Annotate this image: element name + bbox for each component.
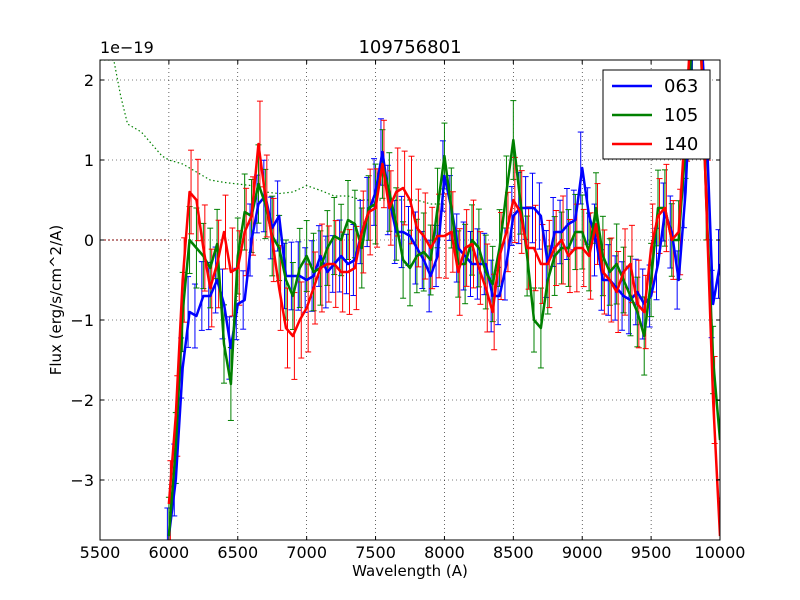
legend-label-140: 140 <box>664 134 698 155</box>
x-tick-label-0: 5500 <box>80 543 121 562</box>
y-tick-label-1: −2 <box>70 391 94 410</box>
y-tick-label-2: −1 <box>70 311 94 330</box>
offset-label: 1e−19 <box>100 38 154 57</box>
x-tick-label-8: 9500 <box>631 543 672 562</box>
legend-label-063: 063 <box>664 76 698 97</box>
x-tick-label-4: 7500 <box>355 543 396 562</box>
x-tick-label-6: 8500 <box>493 543 534 562</box>
y-axis-label: Flux (erg/s/cm^2/A) <box>47 225 65 376</box>
axes-frame <box>99 59 721 541</box>
x-tick-label-3: 7000 <box>286 543 327 562</box>
y-axis: −3 −2 −1 0 1 2 <box>70 71 720 490</box>
chart-title: 109756801 <box>358 37 461 58</box>
series-line-105 <box>167 60 720 537</box>
x-tick-label-7: 9000 <box>562 543 603 562</box>
series-line-063 <box>167 60 720 537</box>
x-tick-label-9: 10000 <box>695 543 746 562</box>
x-axis: 5500 6000 6500 7000 7500 8000 8500 9000 9500 1000… <box>80 60 746 562</box>
x-tick-label-1: 6000 <box>149 543 190 562</box>
legend: 063 105 140 <box>602 69 711 160</box>
y-tick-label-3: 0 <box>84 231 94 250</box>
x-tick-label-5: 8000 <box>424 543 465 562</box>
series-line-140 <box>167 60 720 537</box>
y-tick-label-5: 2 <box>84 71 94 90</box>
x-tick-label-2: 6500 <box>217 543 258 562</box>
plot-area <box>100 60 720 540</box>
legend-label-105: 105 <box>664 105 698 126</box>
y-tick-label-4: 1 <box>84 151 94 170</box>
y-tick-label-0: −3 <box>70 471 94 490</box>
x-axis-label: Wavelength (A) <box>352 562 468 580</box>
